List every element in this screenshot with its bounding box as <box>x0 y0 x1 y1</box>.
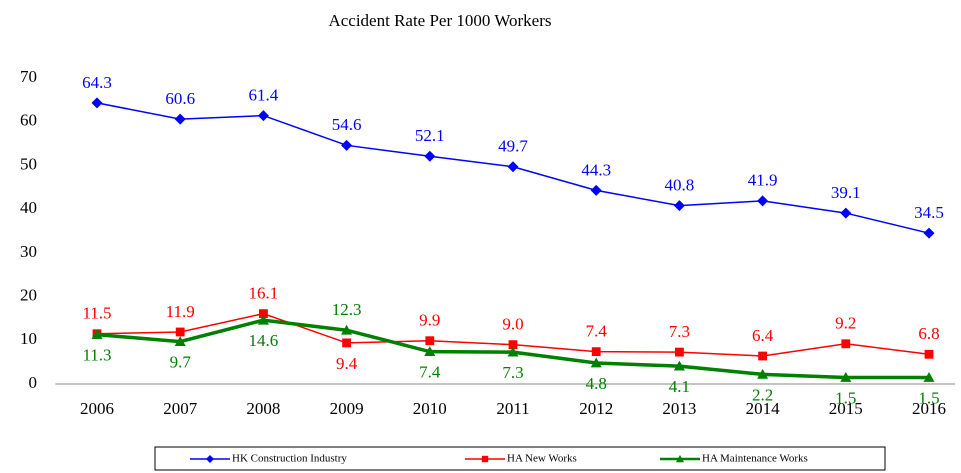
marker <box>424 150 436 162</box>
legend-label: HK Construction Industry <box>232 453 347 465</box>
data-label: 44.3 <box>581 160 611 179</box>
data-label: 2.2 <box>752 385 773 404</box>
marker <box>673 360 685 371</box>
marker <box>675 347 684 357</box>
data-label: 11.9 <box>166 302 195 321</box>
data-label: 6.8 <box>918 324 939 343</box>
data-label: 16.1 <box>249 284 279 303</box>
marker <box>673 200 685 212</box>
y-tick-label: 70 <box>20 67 37 86</box>
data-label: 11.3 <box>82 346 111 365</box>
x-tick-label: 2010 <box>413 399 447 418</box>
marker <box>91 329 103 340</box>
data-label: 39.1 <box>831 183 861 202</box>
marker <box>591 347 601 357</box>
data-label: 4.8 <box>586 374 607 393</box>
marker <box>175 327 185 337</box>
y-tick-label: 40 <box>20 198 37 217</box>
data-label: 1.5 <box>835 388 856 407</box>
data-label: 49.7 <box>498 137 528 156</box>
data-label: 6.4 <box>752 326 774 345</box>
x-tick-label: 2008 <box>246 399 280 418</box>
x-tick-label: 2014 <box>746 399 781 418</box>
y-tick-label: 0 <box>29 373 38 392</box>
marker <box>259 309 268 319</box>
x-tick-label: 2016 <box>912 399 946 418</box>
data-label: 41.9 <box>748 171 778 190</box>
data-label: 12.3 <box>332 300 362 319</box>
legend-box <box>154 446 886 471</box>
marker <box>174 113 186 125</box>
data-label: 40.8 <box>665 176 695 195</box>
marker <box>590 184 602 196</box>
chart-title: Accident Rate Per 1000 Workers <box>328 11 551 30</box>
data-label: 61.4 <box>249 86 279 105</box>
legend-marker <box>676 455 684 463</box>
marker <box>341 139 353 151</box>
legend-marker <box>206 455 214 463</box>
marker <box>923 227 935 239</box>
marker <box>425 336 435 346</box>
legend-label: HA New Works <box>507 453 577 465</box>
marker <box>174 336 186 346</box>
data-label: 9.0 <box>502 315 523 334</box>
data-label: 4.1 <box>669 377 690 396</box>
y-tick-label: 60 <box>20 111 37 130</box>
marker <box>757 195 769 207</box>
marker <box>923 371 935 382</box>
marker <box>924 349 934 359</box>
data-label: 1.5 <box>918 388 939 407</box>
marker <box>507 161 519 173</box>
data-label: 9.7 <box>170 353 192 372</box>
x-tick-label: 2012 <box>579 399 613 418</box>
x-tick-label: 2006 <box>80 399 114 418</box>
marker <box>342 338 351 348</box>
y-tick-label: 50 <box>20 154 37 173</box>
data-label: 64.3 <box>82 73 112 92</box>
marker <box>508 340 518 350</box>
legend-label: HA Maintenance Works <box>702 453 808 465</box>
data-label: 7.3 <box>669 322 690 341</box>
y-tick-label: 30 <box>20 242 37 261</box>
marker <box>424 346 436 357</box>
y-tick-label: 10 <box>20 329 37 348</box>
data-label: 60.6 <box>165 89 195 108</box>
legend-marker <box>481 455 489 463</box>
x-tick-label: 2015 <box>829 399 863 418</box>
y-tick-label: 20 <box>20 285 37 304</box>
marker <box>840 371 852 382</box>
x-tick-label: 2013 <box>662 399 696 418</box>
x-tick-label: 2009 <box>330 399 364 418</box>
marker <box>257 110 269 122</box>
marker <box>840 207 852 219</box>
x-tick-label: 2007 <box>163 399 198 418</box>
data-label: 54.6 <box>332 115 362 134</box>
data-label: 34.5 <box>914 203 944 222</box>
marker <box>758 351 767 361</box>
data-label: 7.3 <box>502 363 523 382</box>
marker <box>507 346 519 357</box>
marker <box>757 368 769 379</box>
data-label: 9.2 <box>835 314 856 333</box>
data-label: 9.4 <box>336 354 358 373</box>
data-label: 52.1 <box>415 126 445 145</box>
marker <box>341 324 353 335</box>
data-label: 7.4 <box>419 363 441 382</box>
data-label: 11.5 <box>82 304 111 323</box>
marker <box>257 314 269 325</box>
data-label: 14.6 <box>249 331 279 350</box>
data-label: 7.4 <box>586 322 608 341</box>
data-label: 9.9 <box>419 311 440 330</box>
marker <box>91 97 103 109</box>
marker <box>841 339 851 349</box>
x-tick-label: 2011 <box>496 399 529 418</box>
marker <box>590 357 602 368</box>
